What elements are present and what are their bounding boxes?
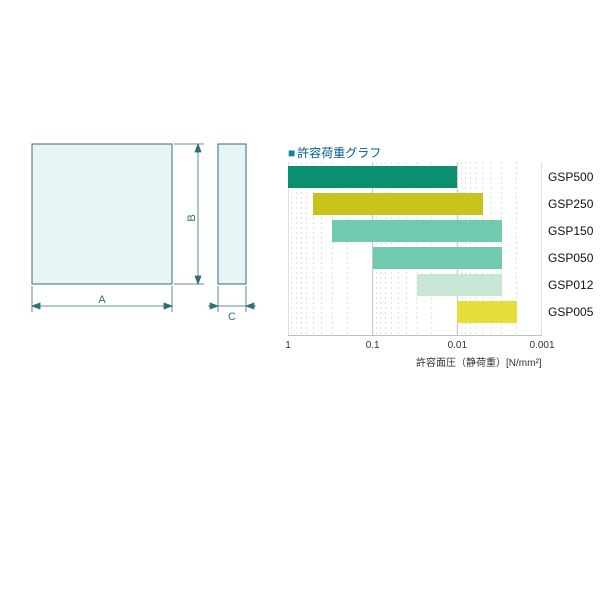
tick-label: 0.1 [366,340,380,351]
svg-text:A: A [98,294,106,306]
bar-label: GSP500 [548,166,593,188]
load-bar [332,220,501,242]
tick-label: 0.01 [448,340,467,351]
svg-text:B: B [186,214,198,221]
load-bar [373,247,502,269]
bar-label: GSP005 [548,301,593,323]
load-bar [457,301,516,323]
tick-label: 1 [285,340,291,351]
technical-drawing: A B C [8,120,286,380]
front-plate [32,144,172,284]
bar-label: GSP150 [548,220,593,242]
axis-caption: 許容面圧（静荷重）[N/mm²] [416,354,542,369]
dim-B: B [174,144,204,284]
dim-A: A [32,286,172,312]
chart-title: 許容荷重グラフ [288,144,381,161]
load-bar [313,193,482,215]
dim-C: C [208,286,256,323]
bar-label: GSP250 [548,193,593,215]
bar-label: GSP012 [548,274,593,296]
tick-label: 0.001 [529,340,554,351]
load-bar [288,166,457,188]
bar-label: GSP050 [548,247,593,269]
side-plate [218,144,246,284]
load-bar [417,274,502,296]
svg-text:C: C [228,311,236,323]
load-chart [288,162,542,336]
